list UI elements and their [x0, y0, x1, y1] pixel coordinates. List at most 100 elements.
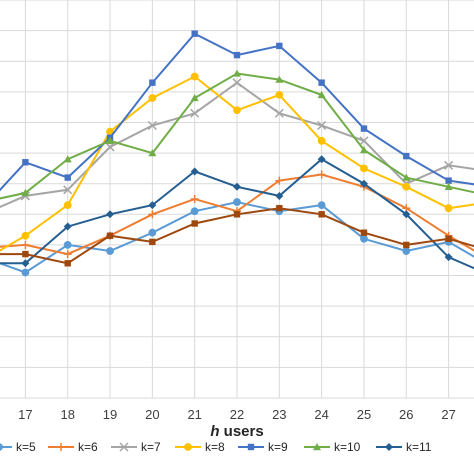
data-point: [22, 159, 29, 166]
legend-entry: k=6: [48, 440, 98, 454]
data-point: [233, 51, 241, 59]
data-point: [119, 442, 129, 452]
data-point: [106, 210, 115, 219]
data-point: [190, 207, 199, 216]
data-point: [317, 120, 327, 131]
data-point: [360, 229, 368, 236]
data-point: [402, 182, 411, 191]
data-point: [402, 210, 411, 219]
data-point: [63, 250, 72, 259]
data-point: [318, 79, 325, 86]
data-point: [190, 167, 199, 176]
data-point: [275, 91, 284, 99]
data-point: [360, 125, 368, 132]
data-point: [403, 152, 410, 160]
data-point: [190, 108, 200, 118]
data-point: [359, 136, 369, 146]
data-point: [57, 443, 65, 451]
legend-entry: k=10: [304, 440, 361, 454]
data-point: [402, 173, 411, 181]
data-point: [385, 443, 393, 451]
data-point: [317, 155, 326, 164]
series-layer: [0, 30, 474, 277]
legend-label: k=11: [406, 440, 432, 454]
data-point: [359, 146, 368, 154]
data-point: [444, 160, 454, 170]
data-point: [317, 90, 326, 99]
data-point: [247, 443, 255, 451]
data-point: [64, 174, 71, 181]
legend-label: k=7: [141, 440, 161, 454]
data-point: [106, 247, 114, 255]
data-point: [403, 241, 410, 249]
data-point: [147, 120, 157, 131]
series-k-12: [0, 204, 474, 267]
data-point: [233, 211, 241, 218]
data-point: [63, 155, 72, 163]
data-point: [190, 72, 199, 81]
data-point: [317, 136, 326, 145]
data-point: [22, 250, 29, 258]
legend-entry: k=11: [376, 440, 432, 454]
data-point: [233, 106, 241, 115]
data-point: [445, 235, 452, 242]
legend-label: k=10: [334, 440, 361, 454]
data-point: [402, 247, 411, 255]
data-point: [21, 268, 30, 277]
data-point: [149, 79, 156, 86]
data-point: [149, 238, 156, 246]
data-point: [360, 164, 368, 173]
data-point: [105, 142, 115, 152]
x-axis-label-variable: h: [210, 423, 219, 440]
data-point: [359, 179, 368, 188]
legend-label: k=8: [205, 440, 225, 454]
data-point: [190, 93, 199, 102]
data-point: [106, 232, 114, 239]
x-tick-label: 19: [103, 407, 117, 422]
data-point: [275, 176, 284, 185]
data-point: [21, 231, 30, 240]
series-k-10: [0, 69, 474, 200]
x-tick-label: 25: [357, 407, 371, 422]
series-k-11: [0, 155, 474, 270]
data-point: [275, 75, 284, 83]
data-point: [148, 149, 157, 157]
x-tick-label: 22: [230, 407, 244, 422]
data-point: [274, 108, 284, 118]
legend-label: k=5: [16, 440, 36, 454]
data-point: [276, 42, 283, 50]
data-point: [63, 241, 72, 249]
data-point: [148, 201, 157, 210]
data-point: [63, 185, 73, 195]
data-point: [318, 211, 325, 218]
x-axis-label-text: users: [219, 423, 263, 440]
data-point: [190, 195, 199, 203]
data-point: [0, 443, 3, 451]
data-point: [232, 78, 242, 88]
legend: k=5 k=6 k=7 k=8 k=9 k=10 k=11: [0, 440, 432, 454]
series-k-5: [0, 198, 474, 277]
legend-entry: k=8: [175, 440, 225, 454]
data-point: [275, 191, 284, 200]
x-tick-label: 26: [399, 407, 413, 422]
x-axis-label: h users: [210, 423, 263, 440]
x-tick-label: 18: [60, 407, 74, 422]
data-point: [64, 260, 71, 267]
data-point: [148, 94, 157, 102]
data-point: [233, 198, 241, 206]
data-point: [191, 30, 198, 37]
legend-label: k=9: [268, 440, 288, 454]
legend-entry: k=7: [111, 440, 161, 454]
data-point: [317, 201, 326, 210]
x-tick-labels: 17 18 19 20 21 22 23 24 25 26 27: [18, 407, 456, 422]
data-point: [313, 443, 321, 451]
legend-entry: k=5: [0, 440, 36, 454]
data-point: [444, 182, 453, 190]
x-tick-label: 17: [18, 407, 32, 422]
series-k-9: [0, 30, 474, 192]
data-point: [317, 170, 326, 179]
data-point: [191, 220, 198, 227]
legend-label: k=6: [78, 440, 98, 454]
x-tick-label: 24: [314, 407, 328, 422]
